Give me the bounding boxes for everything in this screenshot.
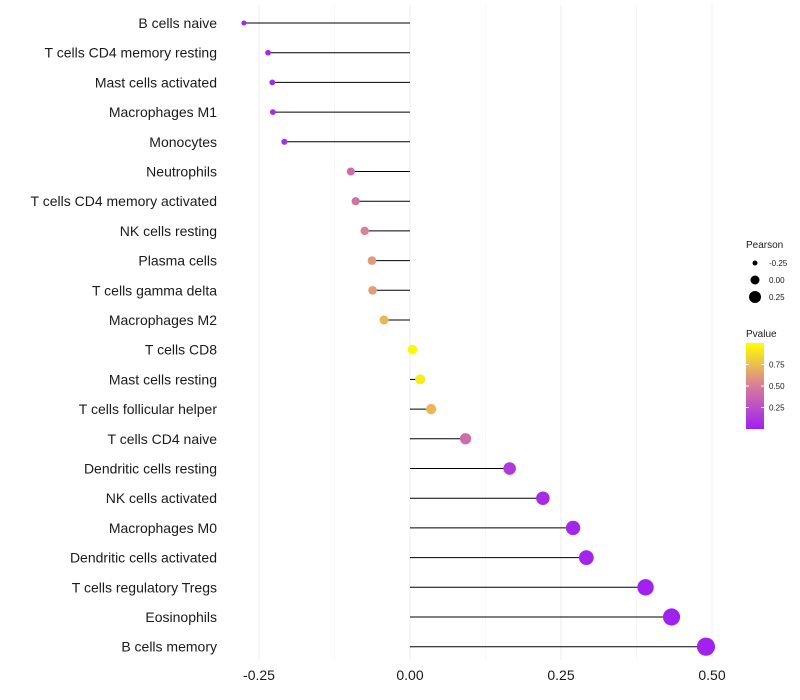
point — [265, 49, 271, 56]
stems — [243, 22, 706, 648]
category-label: T cells gamma delta — [92, 282, 217, 298]
size-legend: Pearson -0.25 0.00 0.25 — [746, 240, 788, 303]
category-label: T cells CD8 — [145, 342, 217, 358]
grid-lines — [258, 5, 713, 660]
color-legend-bar — [746, 343, 764, 429]
point — [346, 167, 355, 176]
colorbar-tick-label: 0.75 — [769, 361, 785, 370]
point — [662, 608, 681, 626]
category-label: T cells CD4 memory activated — [31, 193, 217, 209]
category-label: Dendritic cells resting — [84, 461, 217, 477]
point — [565, 520, 581, 536]
point — [407, 344, 418, 355]
point — [459, 433, 472, 445]
size-legend-key-1 — [750, 275, 760, 285]
point — [351, 197, 360, 206]
point — [281, 138, 288, 145]
point — [536, 491, 550, 505]
size-legend-key-0 — [752, 260, 758, 266]
point — [368, 285, 377, 295]
x-tick-label: 0.00 — [396, 667, 423, 683]
point — [415, 374, 426, 385]
x-tick-label: -0.25 — [243, 667, 275, 683]
category-label: NK cells resting — [120, 223, 217, 239]
category-label: Plasma cells — [138, 253, 217, 269]
colorbar-tick-label: 0.50 — [769, 382, 785, 391]
category-label: T cells CD4 naive — [108, 431, 218, 447]
point — [360, 226, 369, 236]
point — [696, 637, 716, 656]
y-axis-labels: B cells naive T cells CD4 memory resting M… — [31, 15, 218, 655]
point — [578, 550, 594, 565]
category-label: Mast cells resting — [109, 371, 217, 387]
x-axis-ticks: -0.25 0.00 0.25 0.50 — [243, 667, 726, 683]
category-label: Mast cells activated — [95, 74, 217, 90]
point — [503, 462, 516, 475]
category-label: Macrophages M0 — [109, 520, 217, 536]
category-label: T cells CD4 memory resting — [45, 45, 217, 61]
size-legend-title: Pearson — [746, 240, 783, 251]
category-label: Monocytes — [149, 134, 217, 150]
x-tick-label: 0.50 — [698, 667, 725, 683]
category-label: Dendritic cells activated — [70, 550, 217, 566]
category-label: T cells follicular helper — [79, 401, 218, 417]
size-legend-key-2 — [749, 291, 761, 303]
category-label: T cells regulatory Tregs — [72, 579, 217, 595]
point — [367, 256, 377, 265]
category-label: NK cells activated — [106, 490, 217, 506]
point — [637, 579, 654, 596]
color-legend-title: Pvalue — [746, 329, 777, 340]
size-legend-label-0: -0.25 — [769, 259, 788, 268]
colorbar-tick-label: 0.25 — [769, 404, 785, 413]
size-legend-label-2: 0.25 — [769, 293, 785, 302]
point — [379, 315, 389, 325]
point — [241, 20, 247, 26]
category-label: B cells naive — [138, 15, 217, 31]
points — [241, 20, 716, 656]
size-legend-label-1: 0.00 — [769, 276, 785, 285]
category-label: B cells memory — [121, 639, 217, 655]
x-tick-label: 0.25 — [547, 667, 574, 683]
category-label: Neutrophils — [146, 164, 217, 180]
category-label: Eosinophils — [145, 609, 217, 625]
category-label: Macrophages M2 — [109, 312, 217, 328]
category-label: Macrophages M1 — [109, 104, 217, 120]
point — [269, 79, 276, 86]
point — [425, 403, 437, 415]
color-legend: Pvalue 0.25 0.50 0.75 — [746, 329, 785, 429]
point — [269, 109, 276, 116]
